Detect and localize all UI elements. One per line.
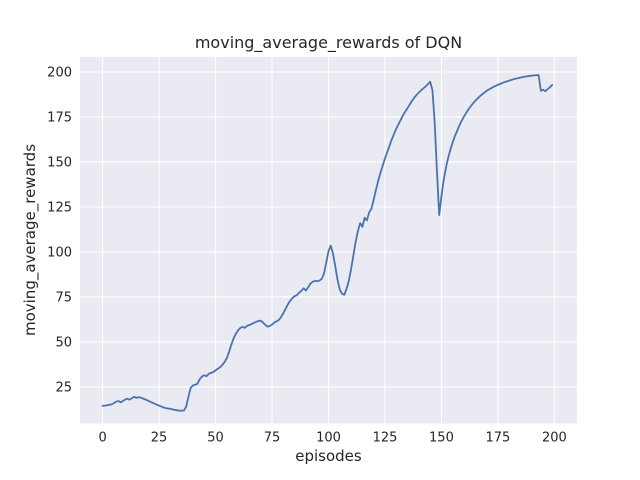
x-tick-label: 175 [486,431,511,446]
x-tick-label: 50 [207,431,224,446]
y-tick-label: 25 [55,380,72,395]
y-tick-label: 125 [47,200,72,215]
x-tick-label: 150 [429,431,454,446]
y-tick-label: 200 [47,65,72,80]
dqn-reward-line-series [101,74,554,412]
y-tick-label: 150 [47,155,72,170]
x-tick-label: 75 [264,431,281,446]
y-tick-label: 175 [47,110,72,125]
y-tick-label: 100 [47,245,72,260]
chart-title: moving_average_rewards of DQN [194,33,463,52]
x-tick-label: 100 [316,431,341,446]
x-tick-label: 25 [151,431,168,446]
x-axis-label: episodes [295,447,362,465]
x-tick-label: 0 [98,431,106,446]
x-tick-label: 200 [542,431,567,446]
y-axis-label: moving_average_rewards [21,143,39,337]
y-tick-label: 75 [55,290,72,305]
y-tick-label: 50 [55,335,72,350]
x-tick-label: 125 [373,431,398,446]
